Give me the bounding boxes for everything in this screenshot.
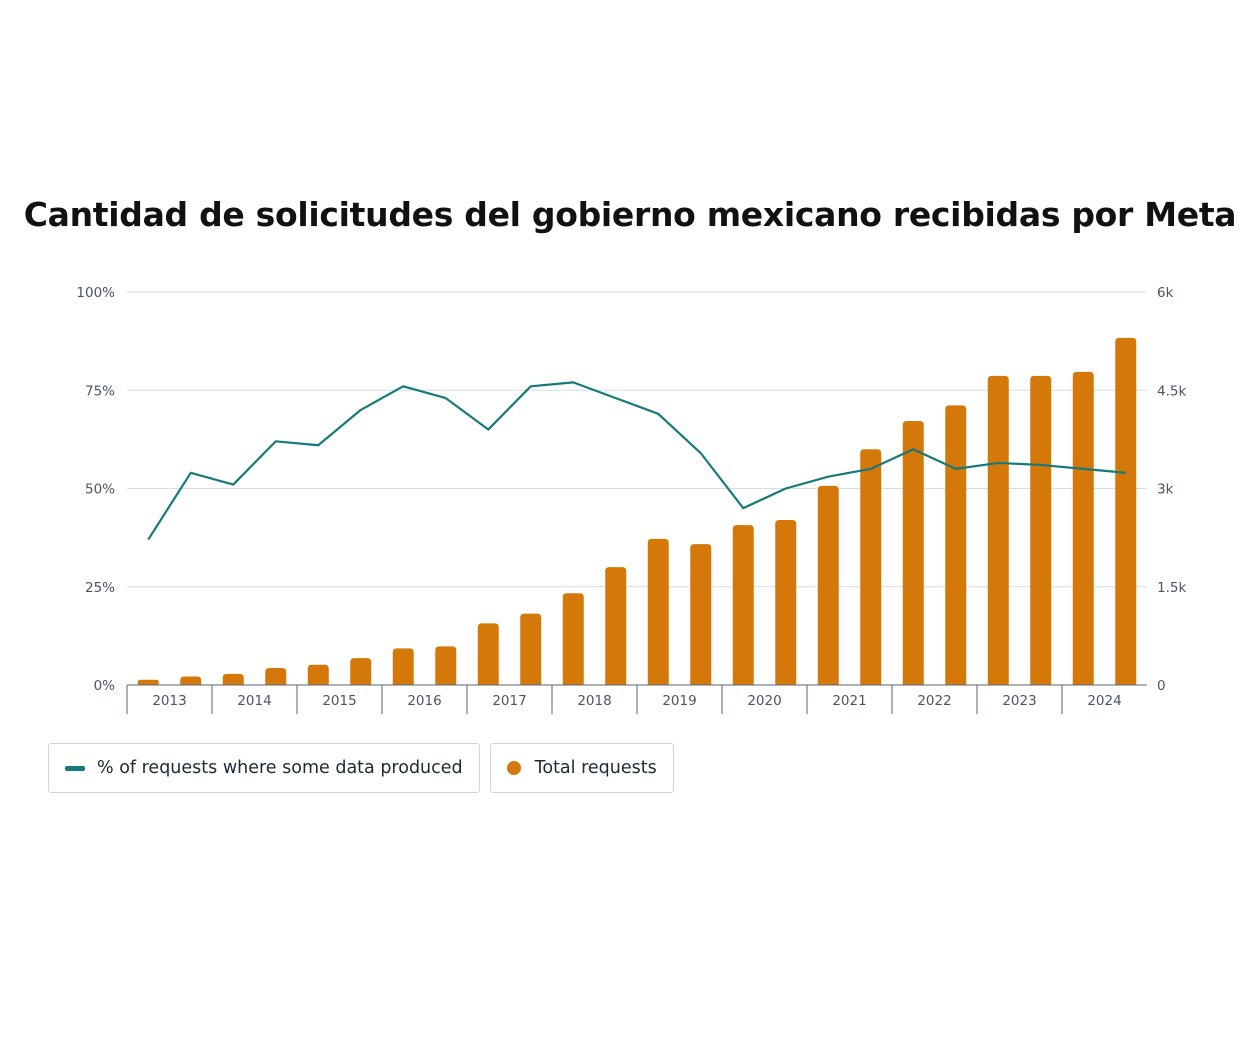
right-axis-tick: 0	[1157, 678, 1166, 694]
chart-title: Cantidad de solicitudes del gobierno mex…	[23, 195, 1237, 234]
year-tick-label: 2023	[1002, 693, 1036, 709]
year-tick-label: 2013	[152, 693, 186, 709]
bar	[180, 676, 202, 685]
right-axis-tick: 1.5k	[1157, 580, 1186, 596]
bar	[902, 421, 924, 685]
bar	[477, 623, 499, 685]
bar	[1030, 375, 1052, 685]
bar	[1115, 337, 1137, 685]
left-axis-tick: 100%	[76, 285, 115, 301]
legend-item-total[interactable]: Total requests	[489, 743, 674, 793]
year-tick-label: 2021	[832, 693, 866, 709]
legend-item-percent[interactable]: % of requests where some data produced	[48, 743, 480, 793]
year-tick-label: 2015	[322, 693, 356, 709]
bar	[945, 405, 967, 685]
line-marker-icon	[65, 765, 85, 771]
bar	[520, 613, 542, 685]
bar	[392, 648, 414, 685]
bar	[222, 673, 244, 685]
year-tick-label: 2014	[237, 693, 271, 709]
bar	[690, 544, 712, 685]
year-tick-label: 2019	[662, 693, 696, 709]
year-tick-label: 2017	[492, 693, 526, 709]
bar	[647, 538, 669, 685]
right-axis-tick: 4.5k	[1157, 383, 1186, 399]
bar	[817, 485, 839, 685]
bar	[137, 679, 159, 685]
legend-label-percent: % of requests where some data produced	[97, 758, 463, 778]
year-tick-label: 2024	[1087, 693, 1121, 709]
year-tick-label: 2018	[577, 693, 611, 709]
bar	[987, 375, 1009, 685]
bar	[350, 658, 372, 685]
year-tick-label: 2016	[407, 693, 441, 709]
combo-chart: 0% 0 25% 1.5k 50% 3k 75% 4.5k 100% 6k 2013 2014 2015…	[76, 285, 1186, 714]
bar	[1072, 371, 1094, 685]
right-axis-tick: 3k	[1157, 482, 1174, 498]
year-tick-label: 2020	[747, 693, 781, 709]
left-axis-tick: 0%	[94, 678, 116, 694]
bar	[605, 567, 627, 685]
right-axis-tick: 6k	[1157, 285, 1174, 301]
bar	[860, 449, 882, 685]
bar	[307, 664, 329, 685]
bar	[435, 646, 457, 685]
dot-marker-icon	[506, 761, 521, 775]
bar	[775, 519, 797, 685]
percent-line	[147, 381, 1126, 541]
chart-legend: % of requests where some data produced T…	[48, 743, 674, 793]
year-tick-label: 2022	[917, 693, 951, 709]
left-axis-tick: 50%	[85, 482, 115, 498]
left-axis-tick: 75%	[85, 383, 115, 399]
bar	[562, 593, 584, 685]
left-axis-tick: 25%	[85, 580, 115, 596]
bar	[265, 667, 287, 685]
legend-label-total: Total requests	[534, 758, 657, 778]
bar	[732, 525, 754, 685]
